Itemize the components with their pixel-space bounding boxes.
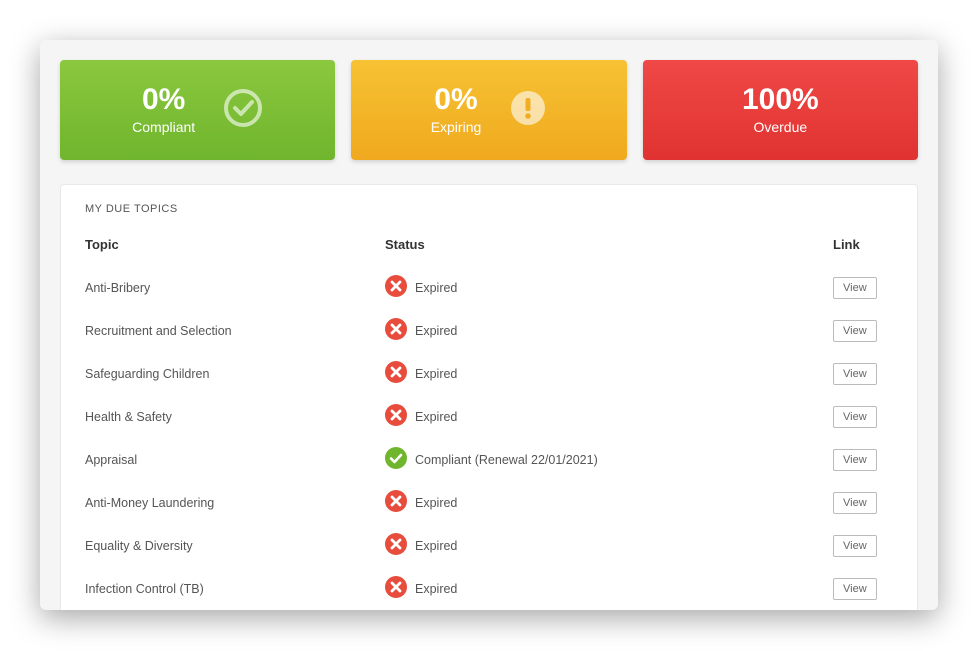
expiring-card: 0% Expiring [351, 60, 626, 160]
table-header: Topic Status Link [85, 237, 893, 252]
view-button[interactable]: View [833, 578, 877, 600]
table-row: Anti-Bribery Expired View [85, 266, 893, 309]
panel-title: MY DUE TOPICS [85, 203, 893, 215]
cross-icon [385, 533, 407, 558]
cross-icon [385, 318, 407, 343]
overdue-label: Overdue [742, 119, 819, 135]
link-cell: View [833, 535, 893, 557]
table-row: Equality & Diversity Expired View [85, 524, 893, 567]
compliant-value: 0% [132, 85, 195, 115]
status-text: Expired [415, 324, 457, 338]
table-body: Anti-Bribery Expired View Recruitment an… [85, 266, 893, 610]
table-row: Recruitment and Selection Expired View [85, 309, 893, 352]
status-text: Expired [415, 539, 457, 553]
status-text: Expired [415, 496, 457, 510]
check-icon [385, 447, 407, 472]
cross-icon [385, 404, 407, 429]
topic-cell: Appraisal [85, 453, 385, 467]
exclamation-circle-icon [509, 89, 547, 132]
view-button[interactable]: View [833, 406, 877, 428]
view-button[interactable]: View [833, 449, 877, 471]
table-row: Appraisal Compliant (Renewal 22/01/2021)… [85, 438, 893, 481]
cross-icon [385, 490, 407, 515]
status-text: Compliant (Renewal 22/01/2021) [415, 453, 598, 467]
overdue-value: 100% [742, 85, 819, 115]
link-cell: View [833, 449, 893, 471]
cross-icon [385, 361, 407, 386]
topic-cell: Health & Safety [85, 410, 385, 424]
status-cell: Expired [385, 404, 833, 429]
status-cell: Expired [385, 361, 833, 386]
topic-cell: Recruitment and Selection [85, 324, 385, 338]
table-row: Anti-Money Laundering Expired View [85, 481, 893, 524]
expiring-value: 0% [431, 85, 482, 115]
compliant-card: 0% Compliant [60, 60, 335, 160]
view-button[interactable]: View [833, 535, 877, 557]
topic-cell: Infection Control (TB) [85, 582, 385, 596]
overdue-card: 100% Overdue [643, 60, 918, 160]
cross-icon [385, 275, 407, 300]
cross-icon [385, 576, 407, 601]
status-cell: Expired [385, 318, 833, 343]
status-text: Expired [415, 582, 457, 596]
status-cell: Expired [385, 576, 833, 601]
topic-cell: Anti-Bribery [85, 281, 385, 295]
table-row: Infection Control (TB) Expired View [85, 567, 893, 610]
status-text: Expired [415, 367, 457, 381]
topic-cell: Equality & Diversity [85, 539, 385, 553]
link-cell: View [833, 578, 893, 600]
table-row: Health & Safety Expired View [85, 395, 893, 438]
overdue-card-text: 100% Overdue [742, 85, 819, 135]
view-button[interactable]: View [833, 492, 877, 514]
expiring-card-text: 0% Expiring [431, 85, 482, 135]
view-button[interactable]: View [833, 320, 877, 342]
check-circle-icon [223, 88, 263, 133]
link-cell: View [833, 363, 893, 385]
col-header-status: Status [385, 237, 833, 252]
status-cell: Expired [385, 275, 833, 300]
status-cell: Expired [385, 490, 833, 515]
due-topics-panel: MY DUE TOPICS Topic Status Link Anti-Bri… [60, 184, 918, 610]
link-cell: View [833, 492, 893, 514]
link-cell: View [833, 320, 893, 342]
view-button[interactable]: View [833, 363, 877, 385]
summary-cards: 0% Compliant 0% Expiring [60, 60, 918, 160]
expiring-label: Expiring [431, 119, 482, 135]
dashboard-frame: 0% Compliant 0% Expiring [40, 40, 938, 610]
col-header-link: Link [833, 237, 893, 252]
link-cell: View [833, 406, 893, 428]
topic-cell: Anti-Money Laundering [85, 496, 385, 510]
status-cell: Compliant (Renewal 22/01/2021) [385, 447, 833, 472]
link-cell: View [833, 277, 893, 299]
status-text: Expired [415, 410, 457, 424]
table-row: Safeguarding Children Expired View [85, 352, 893, 395]
compliant-card-text: 0% Compliant [132, 85, 195, 135]
col-header-topic: Topic [85, 237, 385, 252]
compliant-label: Compliant [132, 119, 195, 135]
topic-cell: Safeguarding Children [85, 367, 385, 381]
status-text: Expired [415, 281, 457, 295]
status-cell: Expired [385, 533, 833, 558]
view-button[interactable]: View [833, 277, 877, 299]
